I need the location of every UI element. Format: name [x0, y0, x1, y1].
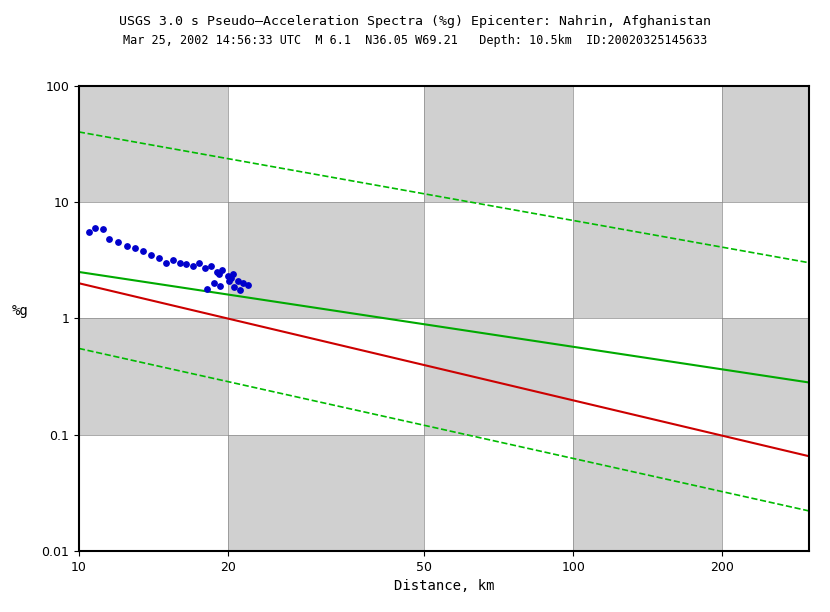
Point	[221, 271, 234, 281]
Point	[216, 265, 229, 275]
Bar	[227, 435, 424, 551]
Point	[213, 281, 227, 291]
Bar	[424, 318, 574, 435]
Point	[159, 258, 173, 267]
Point	[204, 261, 217, 271]
Point	[83, 227, 96, 237]
Point	[120, 241, 134, 251]
Bar	[722, 202, 809, 318]
Bar	[574, 318, 722, 435]
Bar	[79, 86, 227, 202]
Text: Mar 25, 2002 14:56:33 UTC  M 6.1  N36.05 W69.21   Depth: 10.5km  ID:200203251456: Mar 25, 2002 14:56:33 UTC M 6.1 N36.05 W…	[123, 34, 707, 47]
Bar	[79, 202, 227, 318]
Point	[201, 283, 214, 293]
Point	[227, 269, 240, 279]
Text: USGS 3.0 s Pseudo–Acceleration Spectra (%g) Epicenter: Nahrin, Afghanistan: USGS 3.0 s Pseudo–Acceleration Spectra (…	[119, 15, 711, 28]
Bar	[424, 86, 574, 202]
Point	[242, 280, 255, 289]
Point	[186, 261, 199, 271]
Point	[180, 259, 193, 269]
Point	[208, 278, 221, 288]
Point	[237, 278, 250, 288]
Bar	[574, 86, 722, 202]
Point	[129, 244, 142, 253]
Point	[102, 234, 115, 244]
Point	[233, 285, 247, 295]
Point	[89, 223, 102, 233]
X-axis label: Distance, km: Distance, km	[393, 579, 495, 593]
Bar	[722, 86, 809, 202]
Point	[212, 269, 226, 279]
Point	[227, 282, 241, 292]
Bar	[722, 435, 809, 551]
Point	[96, 225, 110, 234]
Bar	[574, 202, 722, 318]
Bar	[227, 86, 424, 202]
Point	[198, 263, 212, 273]
Bar	[424, 202, 574, 318]
Point	[137, 246, 150, 256]
Bar	[574, 435, 722, 551]
Bar	[227, 318, 424, 435]
Point	[210, 267, 223, 277]
Point	[222, 276, 236, 286]
Bar	[722, 318, 809, 435]
Bar	[227, 202, 424, 318]
Bar	[424, 435, 574, 551]
Point	[173, 258, 187, 267]
Point	[193, 258, 206, 267]
Point	[224, 274, 237, 283]
Point	[144, 250, 158, 260]
Y-axis label: %g: %g	[12, 304, 29, 318]
Point	[232, 276, 245, 286]
Bar	[79, 318, 227, 435]
Point	[166, 255, 179, 264]
Point	[152, 253, 165, 263]
Point	[111, 237, 124, 247]
Bar	[79, 435, 227, 551]
